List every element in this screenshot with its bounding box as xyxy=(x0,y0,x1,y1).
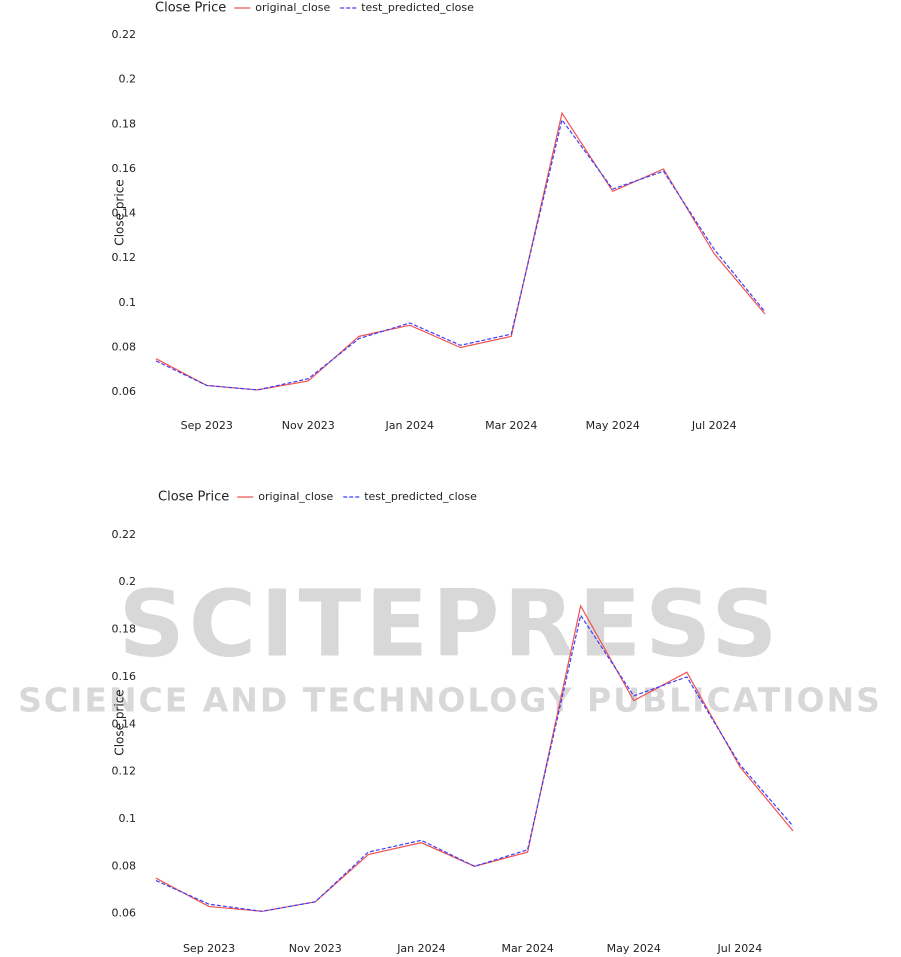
x-tick-label: Sep 2023 xyxy=(183,942,235,955)
y-tick-label: 0.18 xyxy=(112,117,137,130)
y-tick-label: 0.16 xyxy=(112,670,137,683)
y-tick-label: 0.22 xyxy=(112,528,137,541)
y-tick-label: 0.22 xyxy=(112,28,137,41)
legend-title: Close Price xyxy=(158,490,229,505)
x-tick-label: Mar 2024 xyxy=(485,419,537,432)
y-tick-label: 0.06 xyxy=(112,385,137,398)
y-tick-label: 0.06 xyxy=(112,907,137,920)
y-tick-label: 0.08 xyxy=(112,341,137,354)
y-axis-title: Close price xyxy=(113,179,127,245)
watermark-subtitle: SCIENCE AND TECHNOLOGY PUBLICATIONS xyxy=(18,681,882,720)
y-tick-label: 0.12 xyxy=(112,765,137,778)
legend-label: test_predicted_close xyxy=(364,490,477,503)
series-line xyxy=(155,111,766,391)
legend-label: test_predicted_close xyxy=(361,1,474,14)
legend-label: original_close xyxy=(255,1,330,14)
legend-label: original_close xyxy=(258,490,333,503)
x-tick-label: Jan 2024 xyxy=(385,419,434,432)
y-tick-label: 0.2 xyxy=(119,73,137,86)
x-tick-label: May 2024 xyxy=(607,942,661,955)
x-tick-label: Jul 2024 xyxy=(691,419,737,432)
y-tick-label: 0.1 xyxy=(119,296,137,309)
legend-title: Close Price xyxy=(155,1,226,16)
y-tick-label: 0.16 xyxy=(112,162,137,175)
y-tick-label: 0.14 xyxy=(112,717,137,730)
x-tick-label: Sep 2023 xyxy=(181,419,233,432)
x-tick-label: Mar 2024 xyxy=(501,942,553,955)
y-tick-label: 0.12 xyxy=(112,251,137,264)
series-line xyxy=(155,613,794,912)
y-tick-label: 0.08 xyxy=(112,859,137,872)
y-tick-label: 0.2 xyxy=(119,575,137,588)
x-tick-label: Nov 2023 xyxy=(289,942,342,955)
y-tick-label: 0.1 xyxy=(119,812,137,825)
x-tick-label: May 2024 xyxy=(586,419,640,432)
y-tick-label: 0.14 xyxy=(112,207,137,220)
x-tick-label: Nov 2023 xyxy=(282,419,335,432)
watermark-title: SCITEPRESS xyxy=(118,570,781,677)
y-axis-title: Close price xyxy=(113,689,127,755)
y-tick-label: 0.18 xyxy=(112,623,137,636)
series-line xyxy=(155,118,766,391)
x-tick-label: Jan 2024 xyxy=(396,942,445,955)
x-tick-label: Jul 2024 xyxy=(717,942,763,955)
